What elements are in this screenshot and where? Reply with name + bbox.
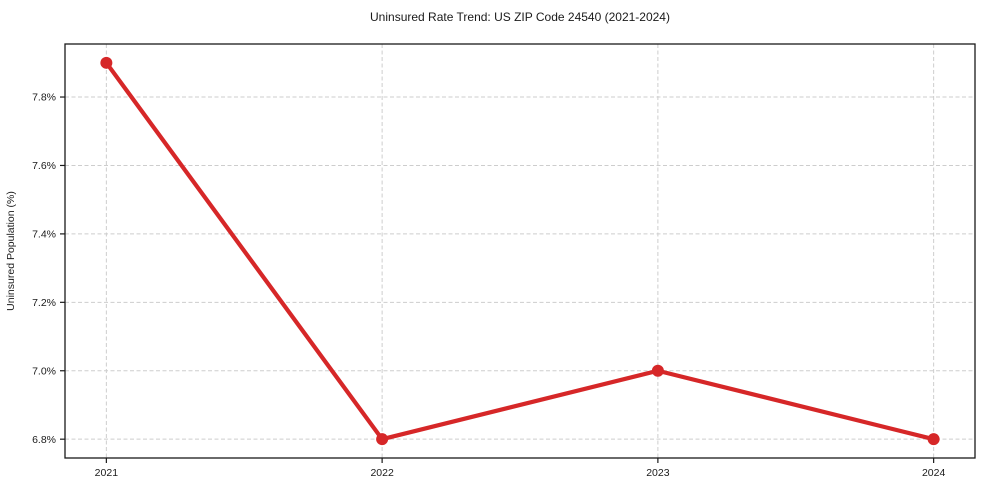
- plot-border: [64, 43, 976, 459]
- x-tick-label: 2024: [922, 467, 946, 479]
- x-tick-label: 2022: [370, 467, 394, 479]
- y-tick-label: 7.0%: [32, 365, 56, 377]
- data-point: [100, 56, 113, 69]
- data-point: [651, 364, 664, 377]
- x-tick-label: 2021: [95, 467, 119, 479]
- y-tick-label: 7.6%: [32, 160, 56, 172]
- y-tick-label: 7.8%: [32, 92, 56, 104]
- data-point: [376, 433, 389, 446]
- trend-line: [104, 60, 936, 442]
- x-tick-label: 2023: [646, 467, 670, 479]
- y-axis-label: Uninsured Population (%): [5, 191, 17, 311]
- y-tick-label: 6.8%: [32, 434, 56, 446]
- chart-title: Uninsured Rate Trend: US ZIP Code 24540 …: [370, 10, 670, 24]
- y-tick-label: 7.2%: [32, 297, 56, 309]
- y-tick-label: 7.4%: [32, 229, 56, 241]
- plot-area: 2021 2022 2023 2024 6.8% 7.0% 7.2% 7.4% 7.6% 7.8%: [32, 43, 976, 479]
- data-point: [927, 433, 940, 446]
